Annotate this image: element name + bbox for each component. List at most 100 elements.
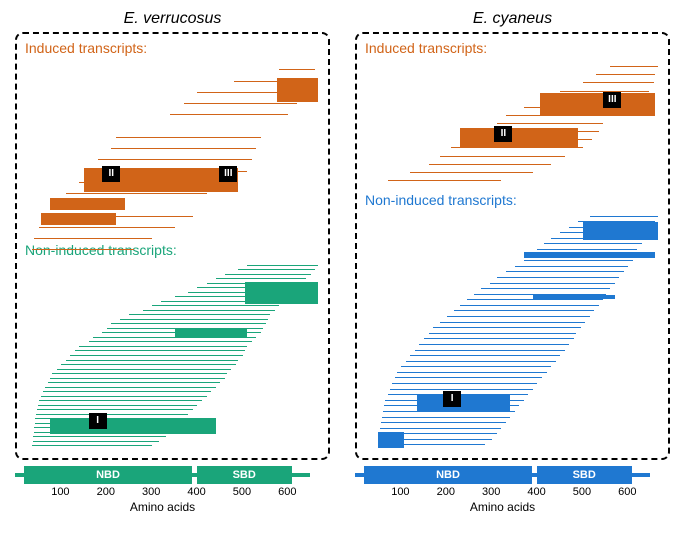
transcript-thin	[382, 417, 510, 418]
transcript-thin	[454, 310, 595, 311]
transcript-thick	[460, 128, 578, 148]
marker-III: III	[603, 92, 621, 108]
marker-II: II	[494, 126, 512, 142]
x-axis: 100200300400500600	[355, 486, 650, 500]
transcript-thin	[419, 344, 569, 345]
transcript-thick	[175, 328, 248, 338]
transcript-thin	[79, 346, 247, 347]
transcript-thin	[481, 288, 610, 289]
tick: 400	[187, 486, 205, 498]
transcript-thin	[143, 310, 275, 311]
marker-II: II	[102, 166, 120, 182]
transcript-thin	[225, 274, 311, 275]
transcript-thin	[57, 369, 232, 370]
tick: 200	[437, 486, 455, 498]
tick: 100	[391, 486, 409, 498]
transcript-thin	[524, 260, 633, 261]
transcript-thin	[596, 74, 655, 75]
transcript-thin	[390, 389, 533, 390]
transcript-thin	[216, 278, 307, 279]
panel-1: E. cyaneusInduced transcripts:IIIIINon-i…	[355, 10, 670, 514]
transcript-thin	[39, 400, 202, 401]
transcript-thin	[111, 148, 256, 149]
axis-label: Amino acids	[355, 500, 650, 514]
transcript-thin	[66, 193, 207, 194]
transcript-thick	[378, 432, 404, 448]
transcript-thin	[38, 405, 198, 406]
transcript-thin	[111, 323, 265, 324]
domain-track: NBD SBD	[355, 466, 650, 484]
transcript-thin	[388, 180, 501, 181]
domain-track: NBDSBD	[15, 466, 310, 484]
transcript-thin	[395, 377, 543, 378]
transcript-thin	[506, 271, 624, 272]
panel-0: E. verrucosusInduced transcripts:IIIIINo…	[15, 10, 330, 514]
domain-block-SBD: SBD	[197, 466, 292, 484]
marker-I: I	[443, 391, 461, 407]
panel-title: E. verrucosus	[15, 10, 330, 28]
transcript-thin	[75, 350, 245, 351]
transcript-thick	[50, 198, 125, 210]
domain-block-NBD: NBD	[364, 466, 532, 484]
tick: 200	[97, 486, 115, 498]
transcript-thin	[401, 366, 551, 367]
transcript-thin	[429, 333, 577, 334]
induced-label: Induced transcripts:	[365, 40, 660, 56]
transcript-thin	[460, 305, 598, 306]
transcript-thick	[417, 395, 510, 412]
transcript-thin	[238, 269, 314, 270]
transcript-thin	[433, 327, 581, 328]
transcript-thick	[245, 282, 318, 304]
transcript-thin	[447, 316, 590, 317]
transcript-thin	[39, 227, 175, 228]
x-axis: 100 200 300 400 500 600	[15, 486, 310, 500]
transcript-thin	[279, 69, 315, 70]
transcript-thin	[33, 436, 166, 437]
transcript-thin	[497, 277, 620, 278]
transcript-thin	[70, 355, 242, 356]
transcript-thin	[537, 249, 637, 250]
transcript-thin	[120, 319, 268, 320]
tick: 600	[278, 486, 296, 498]
transcript-thin	[170, 114, 288, 115]
transcript-thin	[34, 238, 152, 239]
transcript-thin	[424, 338, 574, 339]
transcript-thick	[540, 93, 656, 116]
transcript-thin	[397, 372, 547, 373]
transcript-thin	[152, 305, 279, 306]
transcript-thin	[497, 123, 604, 124]
transcript-thin	[515, 266, 628, 267]
tick: 100	[51, 486, 69, 498]
transcript-thin	[467, 299, 603, 300]
transcript-thin	[544, 243, 642, 244]
transcript-thin	[98, 159, 252, 160]
transcript-thin	[184, 103, 297, 104]
transcript-thin	[48, 382, 220, 383]
transcript-thin	[247, 265, 317, 266]
transcript-thin	[32, 249, 134, 250]
transcript-thin	[490, 283, 615, 284]
tick: 500	[233, 486, 251, 498]
induced-label: Induced transcripts:	[25, 40, 320, 56]
transcript-thin	[45, 387, 215, 388]
transcript-thin	[410, 172, 533, 173]
transcript-thin	[590, 216, 658, 217]
transcript-thin	[381, 422, 505, 423]
marker-III: III	[219, 166, 237, 182]
transcript-thin	[440, 156, 565, 157]
transcript-thin	[116, 137, 261, 138]
transcript-thin	[429, 164, 552, 165]
transcript-thick	[41, 213, 116, 225]
tick: 300	[142, 486, 160, 498]
transcript-thin	[36, 414, 188, 415]
transcript-thin	[37, 409, 193, 410]
chart-area: IIIII	[365, 58, 660, 188]
transcript-thin	[129, 314, 270, 315]
tick: 500	[573, 486, 591, 498]
chart-area: I	[25, 260, 320, 450]
transcript-thick	[50, 418, 216, 434]
tick: 300	[482, 486, 500, 498]
transcript-thin	[415, 350, 565, 351]
transcript-thick	[277, 78, 318, 102]
domain-block-SBD: SBD	[537, 466, 632, 484]
